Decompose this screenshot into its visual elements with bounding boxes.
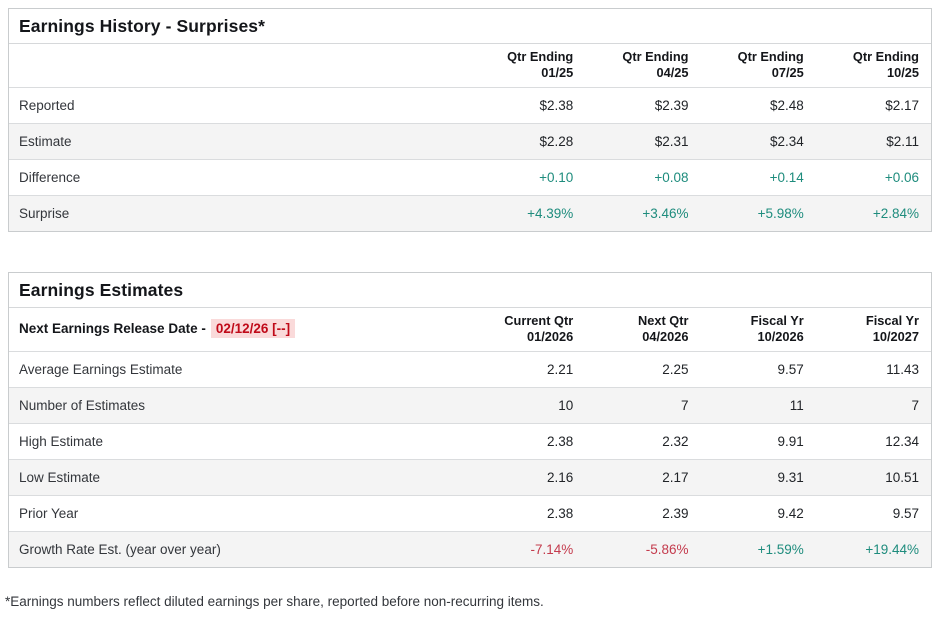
value-cell: 2.32 (585, 423, 701, 460)
earnings-estimates-title: Earnings Estimates (9, 273, 931, 308)
table-row: Prior Year 2.38 2.39 9.42 9.57 (9, 495, 931, 532)
value-cell: 12.34 (815, 423, 931, 460)
history-column-header: Qtr Ending 04/25 (585, 44, 701, 88)
value-cell: 10.51 (815, 459, 931, 496)
value-cell: $2.39 (585, 87, 701, 124)
value-cell: +3.46% (642, 205, 689, 221)
earnings-history-table: Qtr Ending 01/25 Qtr Ending 04/25 Qtr Endi… (9, 44, 931, 231)
row-label: High Estimate (9, 423, 470, 460)
earnings-history-title: Earnings History - Surprises* (9, 9, 931, 44)
history-column-header: Qtr Ending 10/25 (815, 44, 931, 88)
table-row: High Estimate 2.38 2.32 9.91 12.34 (9, 423, 931, 460)
estimates-column-header: Fiscal Yr 10/2026 (700, 308, 816, 352)
value-cell: $2.17 (815, 87, 931, 124)
column-header-line1: Next Qtr (638, 313, 689, 329)
column-header-line1: Fiscal Yr (750, 313, 804, 329)
earnings-estimates-table: Next Earnings Release Date -02/12/26 [--… (9, 308, 931, 567)
value-cell: +0.10 (470, 159, 586, 196)
column-header-line2: 04/2026 (642, 329, 689, 345)
column-header-line2: 10/2027 (872, 329, 919, 345)
value-cell: +5.98% (757, 205, 804, 221)
value-cell: 2.39 (585, 495, 701, 532)
history-header-empty (9, 44, 470, 88)
column-header-line1: Current Qtr (504, 313, 574, 329)
value-cell: +0.08 (585, 159, 701, 196)
row-label: Number of Estimates (9, 387, 470, 424)
page: Earnings History - Surprises* Qtr Ending… (5, 8, 932, 609)
estimates-column-header: Fiscal Yr 10/2027 (815, 308, 931, 352)
value-cell: $2.31 (585, 123, 701, 160)
earnings-history-card: Earnings History - Surprises* Qtr Ending… (8, 8, 932, 232)
value-cell: 10 (470, 387, 586, 424)
value-cell: $2.28 (470, 123, 586, 160)
value-cell: $2.48 (700, 87, 816, 124)
value-cell: $2.34 (700, 123, 816, 160)
value-cell: 9.91 (700, 423, 816, 460)
value-cell: 2.38 (470, 423, 586, 460)
table-row: Average Earnings Estimate 2.21 2.25 9.57… (9, 351, 931, 388)
value-cell: -5.86% (645, 541, 689, 557)
value-cell: +1.59% (757, 541, 804, 557)
value-cell: $2.11 (815, 123, 931, 160)
row-label: Difference (9, 159, 470, 196)
row-label: Estimate (9, 123, 470, 160)
history-column-header: Qtr Ending 07/25 (700, 44, 816, 88)
row-label: Surprise (19, 205, 70, 221)
row-label: Growth Rate Est. (year over year) (19, 541, 221, 557)
table-row: Growth Rate Est. (year over year) -7.14%… (9, 531, 931, 567)
estimates-column-header: Next Qtr 04/2026 (585, 308, 701, 352)
value-cell: 2.25 (585, 351, 701, 388)
value-cell: 9.57 (700, 351, 816, 388)
value-cell: 2.38 (470, 495, 586, 532)
value-cell: +2.84% (872, 205, 919, 221)
value-cell: 9.31 (700, 459, 816, 496)
row-label: Low Estimate (9, 459, 470, 496)
table-row: Estimate $2.28 $2.31 $2.34 $2.11 (9, 123, 931, 160)
value-cell: $2.38 (470, 87, 586, 124)
value-cell: 2.17 (585, 459, 701, 496)
estimates-header-row: Next Earnings Release Date -02/12/26 [--… (9, 308, 931, 352)
column-header-line2: 01/2026 (526, 329, 574, 345)
value-cell: 7 (815, 387, 931, 424)
row-label: Average Earnings Estimate (9, 351, 470, 388)
footnote: *Earnings numbers reflect diluted earnin… (5, 594, 544, 609)
table-row: Reported $2.38 $2.39 $2.48 $2.17 (9, 87, 931, 124)
value-cell: 2.21 (470, 351, 586, 388)
column-header-line1: Qtr Ending (622, 49, 689, 65)
column-header-line2: 10/2026 (757, 329, 804, 345)
next-earnings-release-date: Next Earnings Release Date -02/12/26 [--… (9, 308, 470, 352)
column-header-line2: 01/25 (541, 65, 574, 81)
value-cell: 9.57 (815, 495, 931, 532)
row-label: Reported (9, 87, 470, 124)
column-header-line1: Qtr Ending (852, 49, 919, 65)
column-header-line2: 10/25 (886, 65, 919, 81)
column-header-line2: 04/25 (656, 65, 689, 81)
value-cell: 9.42 (700, 495, 816, 532)
history-header-row: Qtr Ending 01/25 Qtr Ending 04/25 Qtr Endi… (9, 44, 931, 88)
value-cell: 7 (585, 387, 701, 424)
history-column-header: Qtr Ending 01/25 (470, 44, 586, 88)
estimates-column-header: Current Qtr 01/2026 (470, 308, 586, 352)
value-cell: 11 (700, 387, 816, 424)
table-row: Difference +0.10 +0.08 +0.14 +0.06 (9, 159, 931, 196)
column-header-line2: 07/25 (771, 65, 804, 81)
value-cell: 2.16 (470, 459, 586, 496)
earnings-estimates-card: Earnings Estimates Next Earnings Release… (8, 272, 932, 568)
value-cell: +0.14 (700, 159, 816, 196)
column-header-line1: Qtr Ending (507, 49, 574, 65)
release-date-value: 02/12/26 [--] (210, 319, 296, 339)
table-row: Surprise +4.39% +3.46% +5.98% +2.84% (9, 195, 931, 231)
value-cell: 11.43 (815, 351, 931, 388)
column-header-line1: Qtr Ending (737, 49, 804, 65)
value-cell: +19.44% (865, 541, 919, 557)
value-cell: +4.39% (527, 205, 574, 221)
value-cell: -7.14% (530, 541, 574, 557)
table-row: Number of Estimates 10 7 11 7 (9, 387, 931, 424)
value-cell: +0.06 (815, 159, 931, 196)
table-row: Low Estimate 2.16 2.17 9.31 10.51 (9, 459, 931, 496)
release-date-label: Next Earnings Release Date - (19, 321, 206, 337)
row-label: Prior Year (9, 495, 470, 532)
column-header-line1: Fiscal Yr (865, 313, 919, 329)
